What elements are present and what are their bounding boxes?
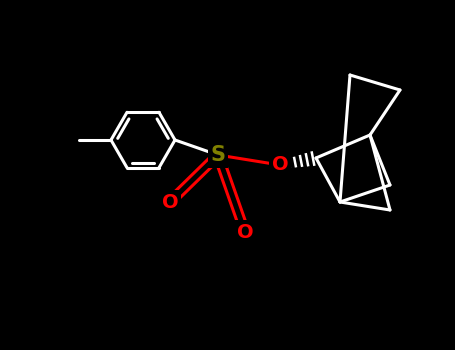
Text: O: O	[237, 223, 253, 241]
Text: O: O	[272, 155, 288, 175]
Text: S: S	[211, 145, 226, 165]
Text: O: O	[162, 193, 178, 211]
